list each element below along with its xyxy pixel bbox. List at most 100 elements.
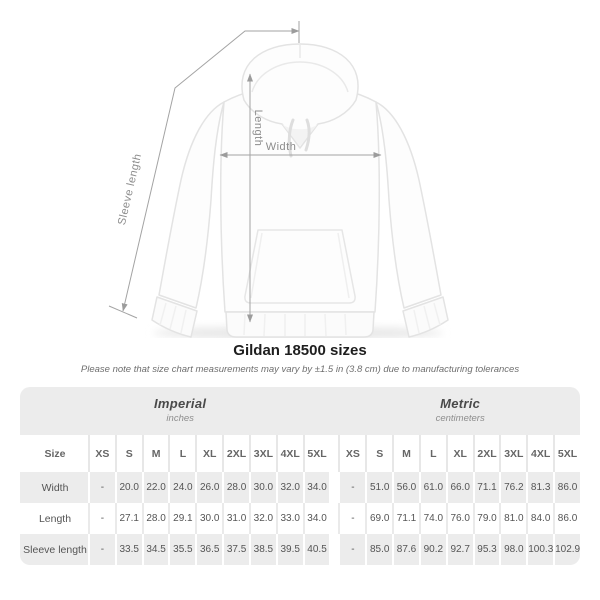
metric-header: Metric centimeters <box>340 396 580 424</box>
spacer-cell <box>329 503 339 534</box>
imperial-unit: inches <box>166 413 194 424</box>
value-cell: 100.3 <box>526 534 553 565</box>
size-header: 3XL <box>499 435 526 472</box>
value-cell: - <box>338 503 365 534</box>
value-cell: - <box>338 472 366 503</box>
size-header: M <box>141 435 169 472</box>
value-cell: 79.0 <box>472 503 500 534</box>
size-header-row: Size XS S M L XL 2XL 3XL 4XL 5XL XS S M … <box>20 435 580 472</box>
value-cell: 92.7 <box>445 534 473 565</box>
value-cell: 84.0 <box>526 503 553 534</box>
value-cell: 26.0 <box>195 472 223 503</box>
size-col-header: Size <box>44 447 66 460</box>
size-header: 5XL <box>302 435 330 472</box>
size-table-card: Imperial inches Metric centimeters Size … <box>20 387 580 565</box>
value-cell: 28.0 <box>141 503 169 534</box>
size-header: 4XL <box>526 435 553 472</box>
drawstring-right <box>304 118 311 152</box>
value-cell: 86.0 <box>553 503 580 534</box>
hoodie-diagram: Width Length Sleeve length <box>108 21 449 340</box>
left-sleeve <box>158 101 225 309</box>
size-header: S <box>365 435 392 472</box>
value-cell: 33.0 <box>275 503 303 534</box>
width-row: Width - 20.0 22.0 24.0 26.0 28.0 30.0 32… <box>20 472 580 503</box>
size-table: Size XS S M L XL 2XL 3XL 4XL 5XL XS S M … <box>20 435 580 565</box>
size-header: XL <box>195 435 222 472</box>
value-cell: 38.5 <box>248 534 276 565</box>
hoodie-figure: Width Length Sleeve length <box>108 21 449 340</box>
length-row: Length - 27.1 28.0 29.1 30.0 31.0 32.0 3… <box>20 503 580 534</box>
value-cell: 27.1 <box>114 503 142 534</box>
size-header: 5XL <box>553 435 580 472</box>
imperial-title: Imperial <box>154 396 207 411</box>
sleeve-measure-line <box>121 28 300 312</box>
spacer-cell <box>329 472 339 503</box>
value-cell: 35.5 <box>168 534 196 565</box>
value-cell: 34.5 <box>141 534 169 565</box>
value-cell: 32.0 <box>248 503 276 534</box>
value-cell: 74.0 <box>418 503 446 534</box>
sleeve-length-row: Sleeve length - 33.5 34.5 35.5 36.5 37.5… <box>20 534 580 565</box>
value-cell: 30.0 <box>248 472 276 503</box>
value-cell: 24.0 <box>168 472 196 503</box>
size-header: 2XL <box>472 435 500 472</box>
value-cell: 71.1 <box>392 503 419 534</box>
metric-title: Metric <box>440 396 481 411</box>
value-cell: 102.9 <box>553 534 580 565</box>
value-cell: 37.5 <box>222 534 249 565</box>
row-label: Length <box>38 512 72 525</box>
value-cell: 76.0 <box>445 503 473 534</box>
width-label: Width <box>266 141 297 153</box>
value-cell: 34.0 <box>302 503 330 534</box>
value-cell: 30.0 <box>195 503 222 534</box>
value-cell: 51.0 <box>365 472 393 503</box>
value-cell: 22.0 <box>141 472 169 503</box>
value-cell: 61.0 <box>418 472 446 503</box>
size-header: L <box>168 435 195 472</box>
value-cell: - <box>88 472 115 503</box>
value-cell: 56.0 <box>392 472 419 503</box>
value-cell: 28.0 <box>222 472 249 503</box>
page-title: Gildan 18500 sizes <box>233 342 367 359</box>
value-cell: 71.1 <box>472 472 500 503</box>
value-cell: 76.2 <box>499 472 527 503</box>
value-cell: - <box>338 534 366 565</box>
row-label: Sleeve length <box>20 534 88 565</box>
length-label: Length <box>252 110 264 147</box>
size-header: XL <box>445 435 473 472</box>
row-label: Width <box>20 472 88 503</box>
value-cell: 40.5 <box>302 534 330 565</box>
value-cell: 90.2 <box>418 534 446 565</box>
cuff-tick <box>108 305 138 319</box>
value-cell: 32.0 <box>275 472 303 503</box>
value-cell: 98.0 <box>499 534 527 565</box>
value-cell: 85.0 <box>365 534 393 565</box>
value-cell: 31.0 <box>222 503 249 534</box>
unit-header: Imperial inches Metric centimeters <box>20 387 580 435</box>
hoodie-hem <box>225 311 375 338</box>
right-sleeve <box>375 101 442 309</box>
value-cell: 81.3 <box>526 472 554 503</box>
spacer-cell <box>329 435 339 472</box>
size-header: 4XL <box>275 435 303 472</box>
size-header: XS <box>338 435 365 472</box>
size-header: XS <box>88 435 115 472</box>
tolerance-note: Please note that size chart measurements… <box>80 364 520 375</box>
spacer-cell <box>329 534 339 565</box>
value-cell: 66.0 <box>445 472 473 503</box>
value-cell: 29.1 <box>168 503 195 534</box>
size-header: 2XL <box>222 435 249 472</box>
value-cell: 95.3 <box>472 534 500 565</box>
value-cell: 39.5 <box>275 534 303 565</box>
size-header: S <box>114 435 142 472</box>
measurement-lines <box>108 21 382 323</box>
value-cell: 69.0 <box>365 503 392 534</box>
value-cell: 36.5 <box>195 534 223 565</box>
hoodie-illustration <box>151 43 449 340</box>
size-header: M <box>392 435 419 472</box>
value-cell: 86.0 <box>553 472 580 503</box>
metric-unit: centimeters <box>435 413 485 424</box>
value-cell: 87.6 <box>392 534 419 565</box>
value-cell: - <box>88 534 115 565</box>
value-cell: 81.0 <box>499 503 526 534</box>
